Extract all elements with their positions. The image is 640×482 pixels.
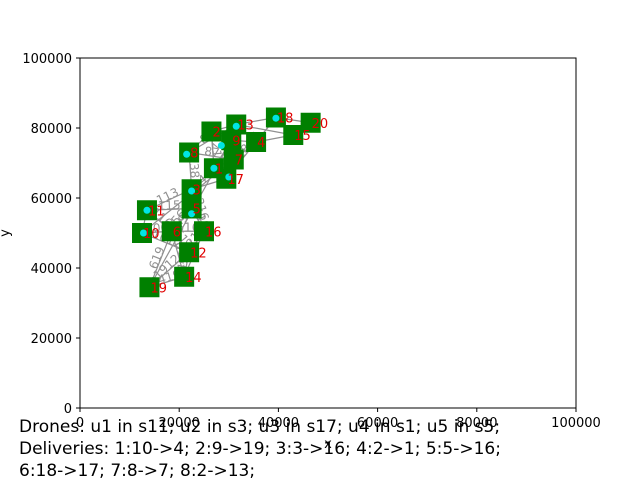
- station-label: 5: [193, 203, 201, 218]
- station-label: 20: [312, 117, 329, 132]
- x-tick-label: 0: [76, 416, 84, 431]
- station-marker: [194, 221, 214, 242]
- drone-marker: [217, 142, 225, 149]
- station-label: 11: [148, 204, 165, 219]
- station-marker: [139, 277, 160, 298]
- x-tick-label: 100000: [551, 416, 601, 431]
- drone-marker: [139, 229, 147, 237]
- station-marker: [283, 125, 304, 145]
- station-label: 7: [235, 154, 243, 169]
- y-tick-label: 20000: [31, 332, 72, 347]
- station-label: 2: [212, 126, 220, 141]
- station-marker: [223, 149, 244, 170]
- x-tick-label: 60000: [357, 416, 398, 431]
- caption-line-deliveries: Deliveries: 1:10->4; 2:9->19; 3:3->16; 4…: [19, 439, 501, 459]
- x-axis-label: x: [324, 437, 332, 452]
- plot-frame: [79, 57, 577, 409]
- y-tick-label: 40000: [31, 262, 72, 277]
- station-label: 17: [227, 173, 244, 188]
- station-label: 16: [205, 225, 222, 240]
- y-tick-label: 100000: [22, 52, 72, 67]
- drone-marker: [225, 173, 233, 181]
- y-axis: 0 20000 40000 60000 80000 100000: [22, 52, 80, 417]
- drone-marker: [188, 187, 196, 195]
- y-axis-label: y: [0, 229, 13, 237]
- drone-marker: [210, 164, 218, 172]
- edge-weight-label: 616: [176, 220, 199, 234]
- edge-weight-label: 115: [157, 198, 180, 213]
- station-marker: [300, 112, 321, 133]
- edge-weight-label: 87: [203, 144, 220, 160]
- station-label: 12: [190, 246, 207, 261]
- drone-marker: [183, 150, 191, 158]
- caption-line-deliveries-cont: 6:18->17; 7:8->7; 8:2->13;: [19, 461, 256, 481]
- edge-weight-label: 38: [187, 163, 202, 179]
- drone-marker: [188, 210, 196, 218]
- x-axis: 0 20000 40000 60000 80000 100000: [76, 408, 601, 431]
- station-marker: [181, 198, 202, 219]
- y-tick-label: 60000: [31, 192, 72, 207]
- station-label: 6: [173, 225, 181, 240]
- station-label: 9: [232, 134, 240, 149]
- station-label: 10: [143, 227, 160, 242]
- caption-line-drones: Drones: u1 in s11; u2 in s3; u3 in s17; …: [19, 417, 501, 437]
- drone-layer: [139, 114, 280, 237]
- station-label: 14: [185, 271, 202, 286]
- station-label: 4: [257, 136, 265, 151]
- y-tick-label: 0: [64, 402, 72, 417]
- drone-marker: [272, 114, 280, 122]
- station-marker: [246, 132, 267, 152]
- station-label: 8: [190, 147, 198, 162]
- station-label: 18: [277, 112, 294, 127]
- station-marker: [221, 130, 242, 151]
- station-label: 19: [150, 281, 167, 296]
- station-label: 13: [237, 119, 254, 134]
- station-marker: [174, 266, 195, 287]
- station-label: 1: [215, 162, 223, 177]
- x-tick-label: 80000: [456, 416, 497, 431]
- drone-marker: [232, 122, 240, 130]
- station-label: 3: [193, 183, 201, 198]
- station-label: 15: [294, 129, 311, 144]
- station-marker: [161, 221, 182, 242]
- x-tick-label: 40000: [258, 416, 299, 431]
- station-layer: [132, 107, 321, 298]
- x-tick-label: 20000: [159, 416, 200, 431]
- station-marker: [201, 121, 222, 142]
- station-marker: [179, 242, 200, 263]
- drone-marker: [143, 206, 151, 214]
- y-tick-label: 80000: [31, 122, 72, 137]
